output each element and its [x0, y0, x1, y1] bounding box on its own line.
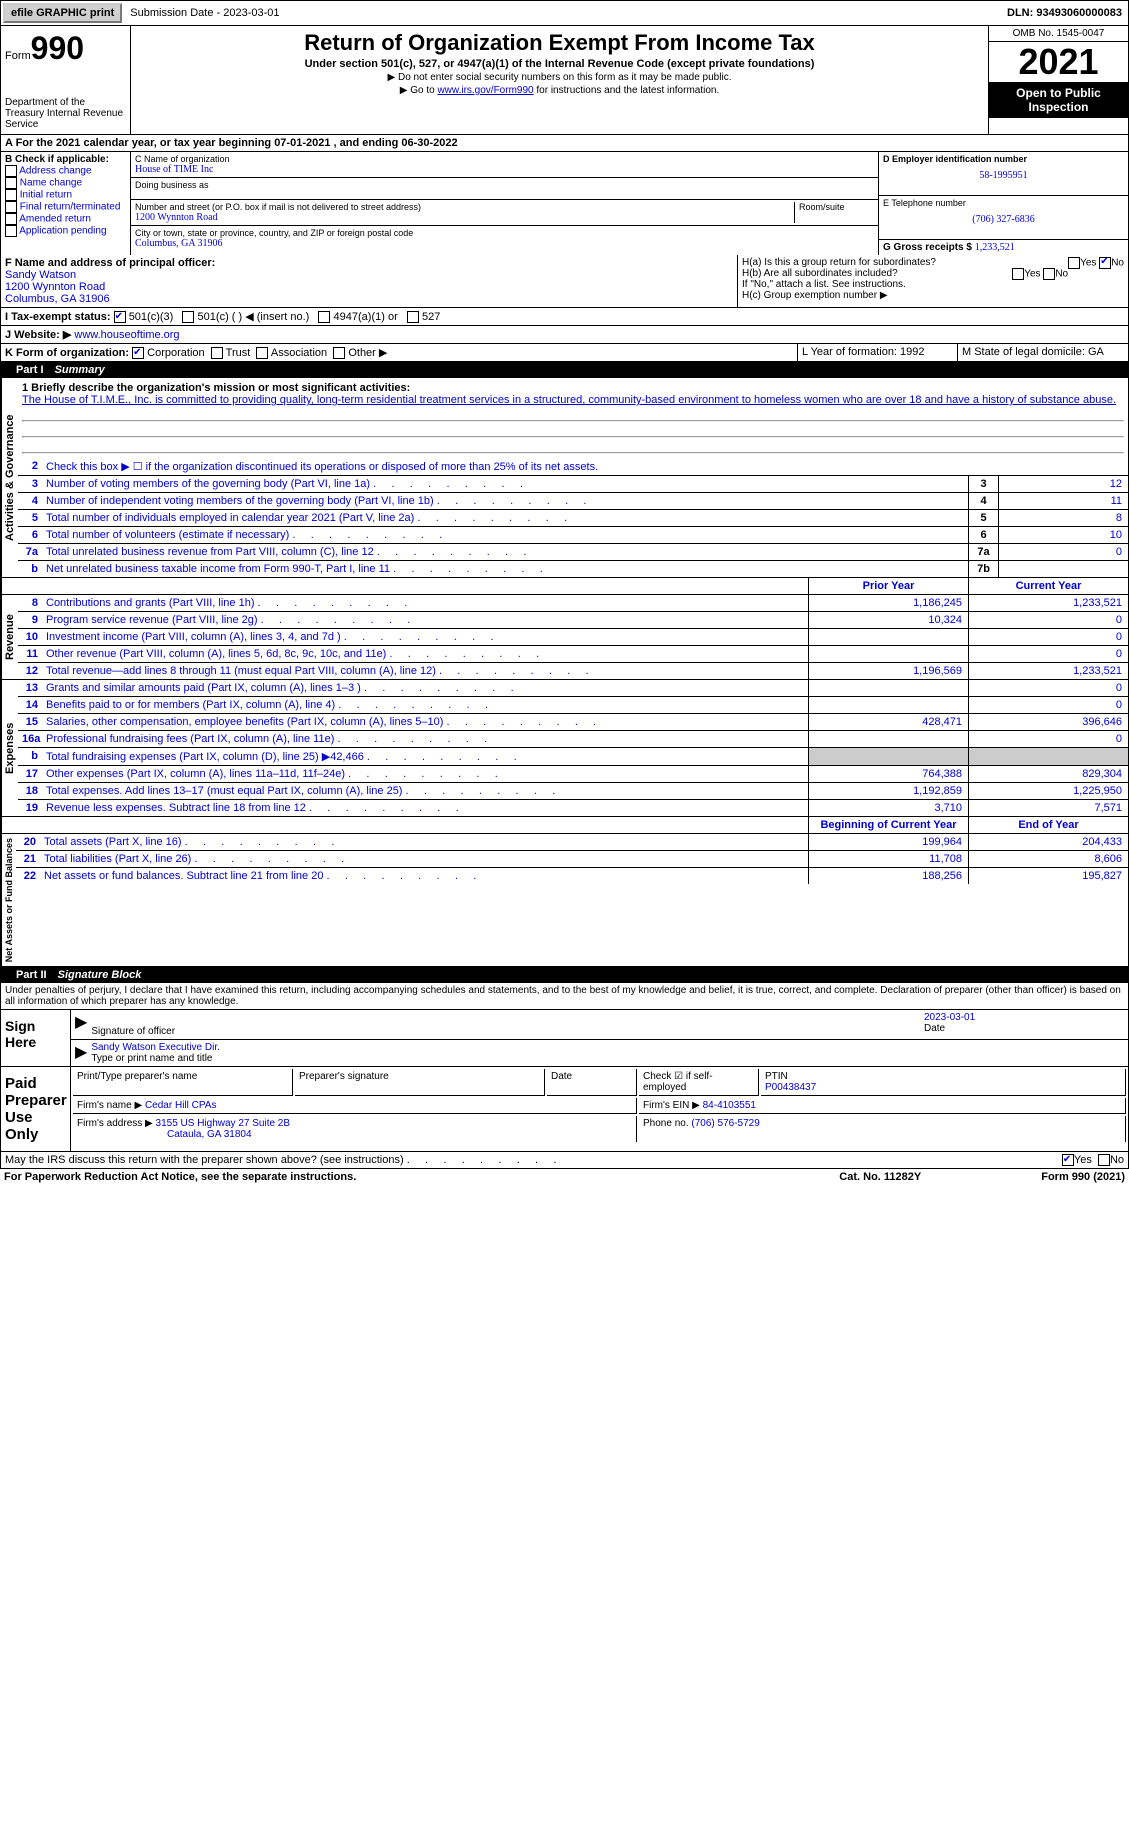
- efile-print-button[interactable]: efile GRAPHIC print: [3, 3, 122, 23]
- org-name: House of TIME Inc: [135, 164, 874, 175]
- form-label: Form: [5, 50, 31, 62]
- note-ssn: ▶ Do not enter social security numbers o…: [135, 72, 984, 83]
- check-pending[interactable]: Application pending: [5, 225, 126, 237]
- form-subtitle: Under section 501(c), 527, or 4947(a)(1)…: [135, 58, 984, 70]
- tax-year: 2021: [989, 42, 1128, 82]
- preparer-table: Print/Type preparer's name Preparer's si…: [71, 1067, 1128, 1144]
- top-bar: efile GRAPHIC print Submission Date - 20…: [0, 0, 1129, 26]
- check-amended[interactable]: Amended return: [5, 213, 126, 225]
- check-final-return[interactable]: Final return/terminated: [5, 201, 126, 213]
- revenue-label: Revenue: [1, 595, 18, 679]
- part1-header: Part I Part I SummarySummary: [0, 362, 1129, 378]
- check-name-change[interactable]: Name change: [5, 177, 126, 189]
- section-b-header: B Check if applicable:: [5, 154, 109, 165]
- form-number: 990: [31, 30, 84, 66]
- penalties-text: Under penalties of perjury, I declare th…: [0, 983, 1129, 1010]
- governance-label: Activities & Governance: [1, 378, 18, 577]
- dln: DLN: 93493060000083: [1001, 5, 1128, 21]
- sign-here-label: Sign Here: [1, 1010, 71, 1066]
- irs-link[interactable]: www.irs.gov/Form990: [437, 85, 533, 96]
- omb-number: OMB No. 1545-0047: [989, 26, 1128, 42]
- website: www.houseoftime.org: [74, 329, 179, 341]
- phone: (706) 327-6836: [883, 214, 1124, 225]
- dept-treasury: Department of the Treasury Internal Reve…: [5, 97, 126, 130]
- part2-header: Part II Signature Block: [0, 967, 1129, 983]
- main-info-block: B Check if applicable: Address change Na…: [0, 152, 1129, 255]
- year-formation: L Year of formation: 1992: [798, 344, 958, 361]
- discuss-row: May the IRS discuss this return with the…: [0, 1152, 1129, 1169]
- netassets-label: Net Assets or Fund Balances: [1, 834, 16, 966]
- org-city: Columbus, GA 31906: [135, 238, 874, 249]
- ein: 58-1995951: [883, 170, 1124, 181]
- form-title: Return of Organization Exempt From Incom…: [135, 30, 984, 56]
- footer: For Paperwork Reduction Act Notice, see …: [0, 1169, 1129, 1185]
- signer-name: Sandy Watson Executive Dir.: [91, 1042, 220, 1053]
- firm-name: Cedar Hill CPAs: [145, 1100, 217, 1111]
- paid-preparer-label: Paid Preparer Use Only: [1, 1067, 71, 1151]
- gross-receipts: 1,233,521: [975, 242, 1015, 253]
- submission-date: Submission Date - 2023-03-01: [124, 5, 285, 21]
- row-a-period: A For the 2021 calendar year, or tax yea…: [0, 135, 1129, 152]
- officer-name: Sandy Watson: [5, 269, 733, 281]
- check-address-change[interactable]: Address change: [5, 165, 126, 177]
- org-address: 1200 Wynnton Road: [135, 212, 794, 223]
- mission-text: The House of T.I.M.E., Inc. is committed…: [22, 394, 1116, 406]
- open-public-badge: Open to Public Inspection: [989, 82, 1128, 118]
- check-initial-return[interactable]: Initial return: [5, 189, 126, 201]
- expenses-label: Expenses: [1, 680, 18, 816]
- form-header: Form990 Department of the Treasury Inter…: [0, 26, 1129, 135]
- state-domicile: M State of legal domicile: GA: [958, 344, 1128, 361]
